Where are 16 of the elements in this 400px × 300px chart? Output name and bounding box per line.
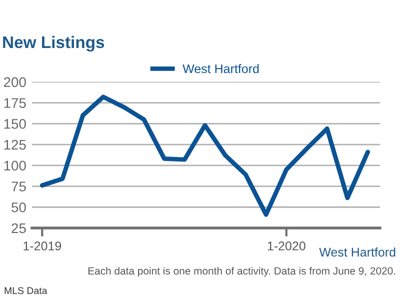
y-tick-label: 75 <box>12 182 26 192</box>
y-tick-label: 175 <box>4 98 26 108</box>
y-tick-label: 25 <box>12 223 26 234</box>
line-series <box>40 94 370 217</box>
y-tick-label: 125 <box>4 140 26 150</box>
y-tick-label: 150 <box>4 118 26 129</box>
chart-title: New Listings <box>3 36 104 52</box>
x-tick-label: 1-2019 <box>24 242 62 250</box>
legend-label: West Hartford <box>182 64 259 74</box>
x-tick-label: 1-2020 <box>268 242 306 250</box>
text: Each data point is one month of activity. Data is from June 9, 2020. <box>88 266 396 277</box>
y-tick-label: 100 <box>4 160 26 171</box>
text: West Hartford <box>319 247 396 257</box>
y-tick-label: 50 <box>12 202 26 212</box>
text: MLS Data <box>4 287 48 294</box>
y-tick-label: 200 <box>4 77 26 88</box>
